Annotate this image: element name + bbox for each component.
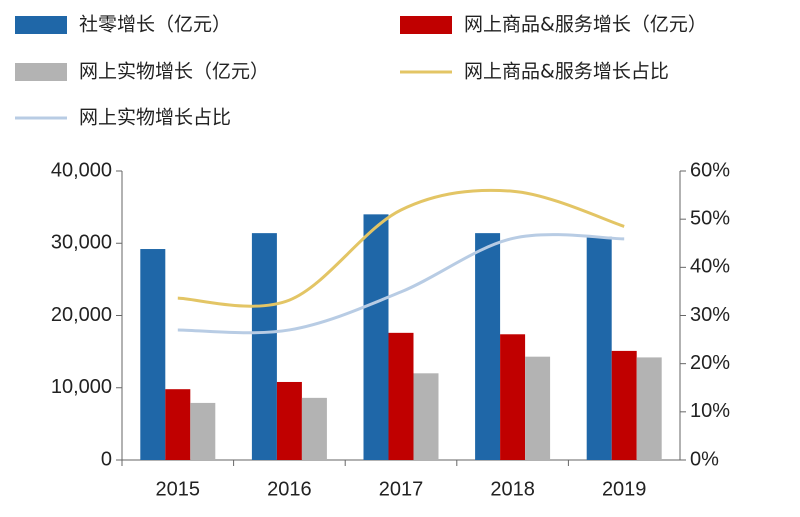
legend-swatch [400,16,452,34]
y-tick-label: 40,000 [51,159,112,181]
x-tick-label: 2017 [379,478,424,500]
legend-label: 网上商品&服务增长（亿元） [464,14,707,36]
bar [500,334,526,460]
y2-tick-label: 60% [690,159,730,181]
bar [140,249,166,460]
bar [611,350,637,460]
bar [525,356,551,460]
x-tick-label: 2016 [267,478,312,500]
y2-tick-label: 40% [690,256,730,278]
legend-label: 社零增长（亿元） [79,14,231,36]
y2-tick-label: 30% [690,304,730,326]
bar [363,214,389,460]
legend-label: 网上商品&服务增长占比 [464,61,669,83]
y2-tick-label: 10% [690,400,730,422]
y2-tick-label: 50% [690,207,730,229]
legend-swatch [15,16,67,34]
y-tick-label: 30,000 [51,232,112,254]
bar [586,236,612,460]
line [177,233,625,335]
bar [165,389,191,460]
bar [388,332,414,460]
y-tick-label: 20,000 [51,304,112,326]
bar [475,233,501,460]
x-tick-label: 2019 [602,478,647,500]
bar [413,373,439,460]
legend-label: 网上实物增长（亿元） [79,61,269,83]
legend-swatch [15,63,67,81]
x-tick-label: 2018 [490,478,535,500]
bar [276,381,302,460]
bar [190,402,216,460]
y-tick-label: 0 [101,448,112,470]
bar [301,397,327,460]
bar [251,233,277,460]
x-tick-label: 2015 [156,478,201,500]
bar [636,357,662,460]
y2-tick-label: 20% [690,352,730,374]
y-tick-label: 10,000 [51,376,112,398]
legend-label: 网上实物增长占比 [79,107,231,129]
y2-tick-label: 0% [690,448,719,470]
line [177,188,625,308]
legend: 社零增长（亿元） 网上商品&服务增长（亿元） 网上实物增长（亿元） 网上商品&服务增长… [15,14,707,129]
